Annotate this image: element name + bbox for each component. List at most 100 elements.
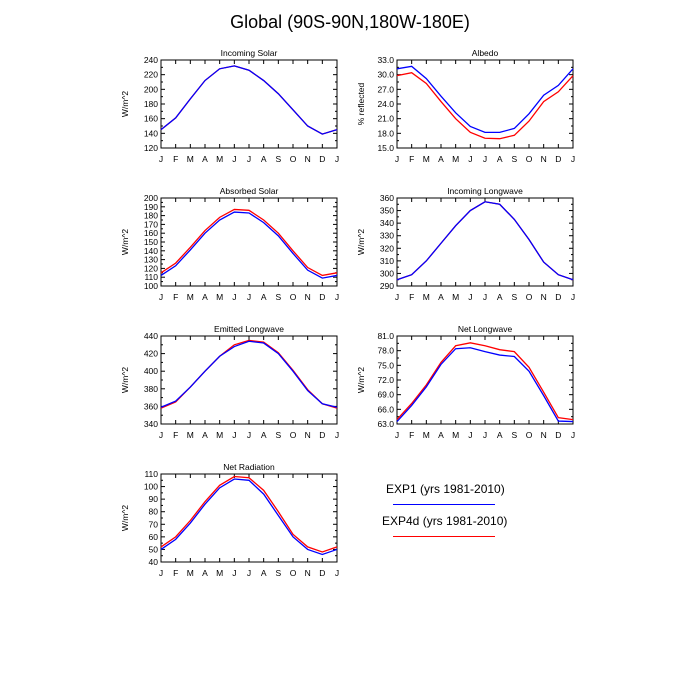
y-tick-label-net-radiation: 90: [149, 494, 159, 504]
x-tick-label-incoming-longwave: J: [571, 292, 575, 302]
x-tick-label-incoming-longwave: O: [526, 292, 533, 302]
x-tick-label-albedo: A: [438, 154, 444, 164]
y-tick-label-absorbed-solar: 110: [144, 272, 158, 282]
y-tick-label-net-radiation: 40: [149, 557, 159, 567]
series-line-emitted-longwave-exp4d-yrs-1981-2010: [160, 339, 338, 409]
x-tick-label-net-radiation: J: [247, 568, 251, 578]
x-tick-label-net-longwave: A: [438, 430, 444, 440]
x-tick-label-net-radiation: J: [335, 568, 339, 578]
x-tick-label-albedo: J: [468, 154, 472, 164]
y-tick-label-absorbed-solar: 140: [144, 246, 158, 256]
y-tick-label-incoming-longwave: 320: [380, 243, 394, 253]
x-tick-label-net-radiation: M: [187, 568, 194, 578]
y-tick-label-albedo: 18.0: [377, 128, 394, 138]
series-line-emitted-longwave-exp1-yrs-1981-2010: [160, 340, 338, 408]
x-tick-label-absorbed-solar: J: [159, 292, 163, 302]
x-tick-label-albedo: J: [395, 154, 399, 164]
x-tick-label-incoming-solar: A: [261, 154, 267, 164]
x-tick-label-absorbed-solar: S: [275, 292, 281, 302]
y-tick-label-incoming-solar: 220: [144, 70, 158, 80]
series-line-net-radiation-exp4d-yrs-1981-2010: [160, 475, 338, 553]
x-tick-label-net-radiation: N: [305, 568, 311, 578]
y-tick-label-absorbed-solar: 160: [144, 228, 158, 238]
x-tick-label-net-longwave: N: [541, 430, 547, 440]
x-tick-label-emitted-longwave: M: [216, 430, 223, 440]
series-line-absorbed-solar-exp4d-yrs-1981-2010: [160, 208, 338, 277]
y-axis-label-emitted-longwave: W/m^2: [120, 367, 130, 393]
y-tick-label-albedo: 30.0: [377, 70, 394, 80]
x-tick-label-incoming-longwave: J: [395, 292, 399, 302]
chart-title-net-radiation: Net Radiation: [223, 462, 275, 472]
chart-absorbed-solar: Absorbed Solar W/m^2 100110120130140150160…: [120, 186, 339, 302]
y-tick-label-net-longwave: 66.0: [377, 404, 394, 414]
x-tick-label-incoming-solar: M: [187, 154, 194, 164]
y-tick-label-absorbed-solar: 150: [144, 237, 158, 247]
x-tick-label-absorbed-solar: D: [319, 292, 325, 302]
x-tick-label-emitted-longwave: J: [335, 430, 339, 440]
x-tick-label-emitted-longwave: A: [261, 430, 267, 440]
y-tick-label-incoming-solar: 180: [144, 99, 158, 109]
x-tick-label-emitted-longwave: J: [247, 430, 251, 440]
x-tick-label-net-radiation: D: [319, 568, 325, 578]
x-tick-label-absorbed-solar: M: [216, 292, 223, 302]
x-tick-label-albedo: O: [526, 154, 533, 164]
x-tick-label-incoming-solar: J: [232, 154, 236, 164]
x-tick-label-net-radiation: F: [173, 568, 178, 578]
x-tick-label-net-longwave: F: [409, 430, 414, 440]
x-tick-label-incoming-longwave: J: [483, 292, 487, 302]
y-axis-label-albedo: % reflected: [356, 82, 366, 125]
y-tick-label-incoming-longwave: 330: [380, 231, 394, 241]
x-tick-label-net-radiation: J: [232, 568, 236, 578]
x-tick-label-net-radiation: O: [290, 568, 297, 578]
page-title: Global (90S-90N,180W-180E): [230, 12, 470, 32]
x-tick-label-net-longwave: D: [555, 430, 561, 440]
x-tick-label-albedo: D: [555, 154, 561, 164]
x-tick-label-incoming-longwave: N: [541, 292, 547, 302]
chart-title-absorbed-solar: Absorbed Solar: [220, 186, 279, 196]
x-tick-label-albedo: A: [497, 154, 503, 164]
legend-label-exp1: EXP1 (yrs 1981-2010): [386, 482, 505, 496]
y-tick-label-net-longwave: 72.0: [377, 375, 394, 385]
y-tick-label-net-longwave: 75.0: [377, 360, 394, 370]
y-tick-label-absorbed-solar: 100: [144, 281, 158, 291]
series-line-absorbed-solar-exp1-yrs-1981-2010: [160, 211, 338, 279]
x-tick-label-absorbed-solar: J: [335, 292, 339, 302]
y-tick-label-albedo: 15.0: [377, 143, 394, 153]
series-line-incoming-solar-exp1-yrs-1981-2010: [160, 65, 338, 135]
x-tick-label-albedo: S: [511, 154, 517, 164]
x-tick-label-emitted-longwave: O: [290, 430, 297, 440]
series-line-albedo-exp1-yrs-1981-2010: [396, 65, 574, 134]
x-tick-label-absorbed-solar: M: [187, 292, 194, 302]
x-tick-label-albedo: N: [541, 154, 547, 164]
x-tick-label-absorbed-solar: J: [232, 292, 236, 302]
y-tick-label-incoming-solar: 160: [144, 114, 158, 124]
x-tick-label-net-longwave: O: [526, 430, 533, 440]
y-tick-label-net-longwave: 63.0: [377, 419, 394, 429]
chart-incoming-longwave: Incoming Longwave W/m^2 290 300 310 320 330 340…: [356, 186, 575, 302]
chart-title-incoming-longwave: Incoming Longwave: [447, 186, 523, 196]
y-tick-label-net-radiation: 100: [144, 482, 158, 492]
x-tick-label-net-radiation: M: [216, 568, 223, 578]
x-tick-label-absorbed-solar: J: [247, 292, 251, 302]
y-tick-label-incoming-solar: 200: [144, 84, 158, 94]
series-line-net-longwave-exp1-yrs-1981-2010: [396, 347, 574, 423]
y-tick-label-albedo: 27.0: [377, 84, 394, 94]
legend-line-exp4d: [393, 536, 495, 537]
y-tick-label-incoming-solar: 120: [144, 143, 158, 153]
x-tick-label-emitted-longwave: A: [202, 430, 208, 440]
x-tick-label-net-longwave: J: [468, 430, 472, 440]
x-tick-label-incoming-solar: S: [275, 154, 281, 164]
x-tick-label-incoming-longwave: A: [497, 292, 503, 302]
x-tick-label-albedo: M: [452, 154, 459, 164]
y-tick-label-absorbed-solar: 200: [144, 193, 158, 203]
y-tick-label-emitted-longwave: 420: [144, 349, 158, 359]
y-tick-label-incoming-longwave: 290: [380, 281, 394, 291]
x-tick-label-incoming-solar: O: [290, 154, 297, 164]
y-tick-label-incoming-longwave: 350: [380, 206, 394, 216]
x-tick-label-absorbed-solar: O: [290, 292, 297, 302]
series-line-incoming-solar-exp4d-yrs-1981-2010: [160, 65, 338, 135]
series-line-albedo-exp4d-yrs-1981-2010: [396, 72, 574, 140]
chart-title-net-longwave: Net Longwave: [458, 324, 513, 334]
x-tick-label-incoming-longwave: M: [423, 292, 430, 302]
y-tick-label-albedo: 33.0: [377, 55, 394, 65]
